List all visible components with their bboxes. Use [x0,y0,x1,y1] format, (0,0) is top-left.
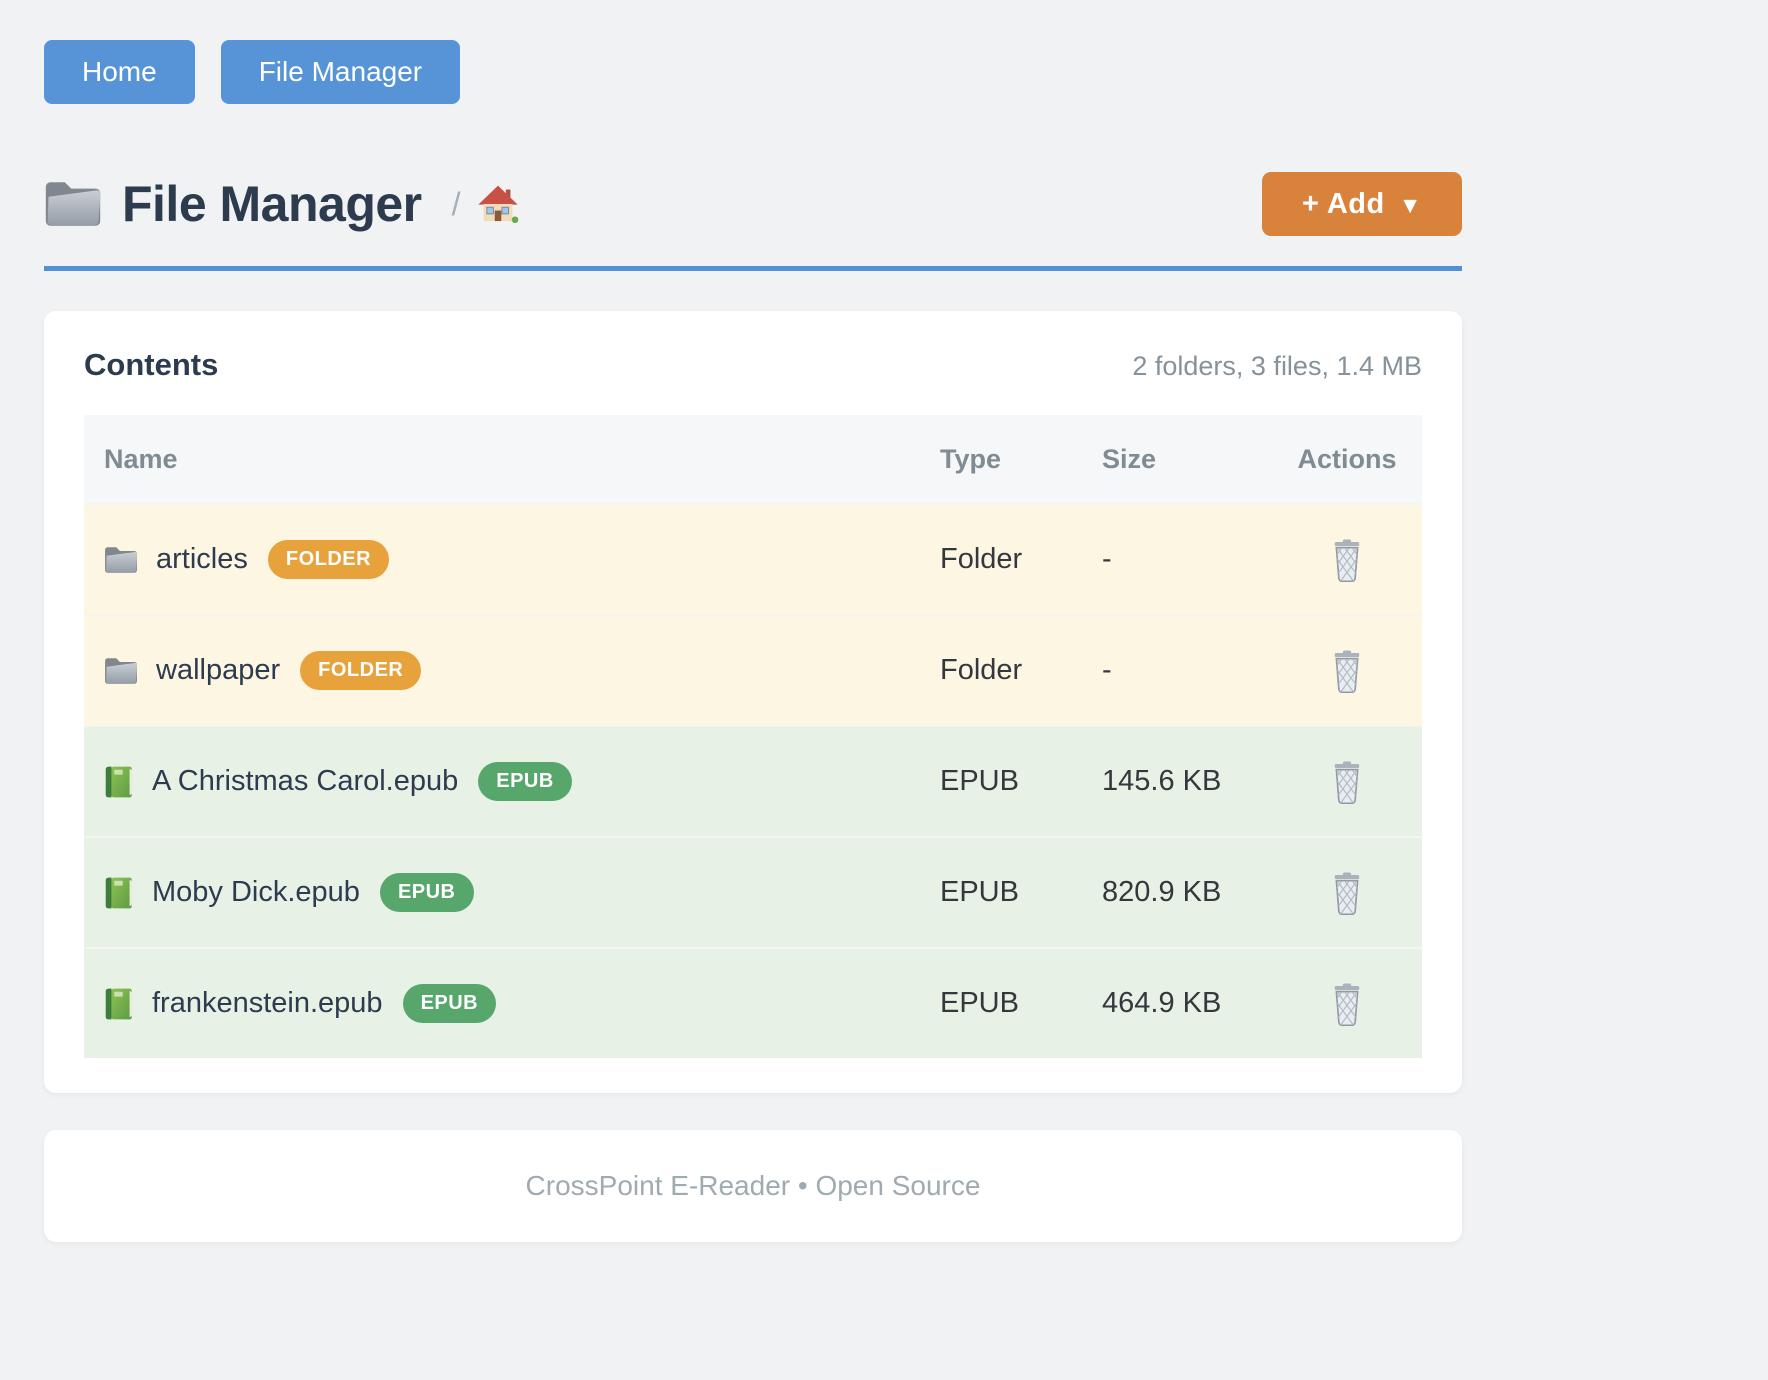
trash-icon [1334,539,1360,582]
file-badge: EPUB [402,984,497,1023]
file-size: 820.9 KB [1102,876,1222,908]
nav-bar: Home File Manager [44,40,1462,104]
delete-button[interactable] [1323,867,1371,919]
file-size: 145.6 KB [1102,765,1222,797]
table-body: articles FOLDER Folder - [84,503,1422,1058]
column-header-type: Type [940,443,1002,474]
title-divider [44,266,1462,271]
table-row[interactable]: Moby Dick.epub EPUB EPUB 820.9 KB [84,836,1422,947]
column-header-actions: Actions [1297,443,1397,474]
footer: CrossPoint E-Reader • Open Source [44,1130,1462,1242]
table-row[interactable]: wallpaper FOLDER Folder - [84,614,1422,725]
add-button-label: + Add [1301,187,1385,220]
contents-card: Contents 2 folders, 3 files, 1.4 MB Name… [44,311,1462,1093]
name-cell[interactable]: Moby Dick.epub EPUB [104,873,940,912]
table-row[interactable]: frankenstein.epub EPUB EPUB 464.9 KB [84,947,1422,1058]
folder-icon [45,182,101,226]
delete-button[interactable] [1323,645,1371,697]
file-manager-button[interactable]: File Manager [220,40,461,104]
breadcrumb-separator: / [451,185,461,222]
file-badge: EPUB [379,873,474,912]
home-icon[interactable] [477,183,519,225]
folder-icon [105,546,138,573]
delete-button[interactable] [1323,534,1371,586]
contents-header: Contents 2 folders, 3 files, 1.4 MB [84,347,1422,383]
file-badge: EPUB [478,762,572,801]
file-badge: FOLDER [267,540,390,579]
name-cell[interactable]: articles FOLDER [104,540,940,579]
actions-cell [1292,645,1402,697]
footer-text: CrossPoint E-Reader • Open Source [525,1170,981,1201]
table-row[interactable]: A Christmas Carol.epub EPUB EPUB 145.6 K… [84,725,1422,836]
file-size: - [1102,654,1112,686]
file-type: EPUB [940,765,1019,797]
actions-cell [1292,978,1402,1030]
folder-icon [105,657,138,684]
file-type: Folder [940,654,1023,686]
file-name: frankenstein.epub [152,987,383,1019]
name-cell[interactable]: frankenstein.epub EPUB [104,984,940,1023]
column-header-name: Name [104,443,178,474]
add-button[interactable]: + Add ▼ [1261,172,1462,236]
file-name: A Christmas Carol.epub [152,765,459,797]
breadcrumb: / [452,183,519,225]
table-row[interactable]: articles FOLDER Folder - [84,503,1422,614]
delete-button[interactable] [1323,756,1371,808]
actions-cell [1292,756,1402,808]
contents-summary: 2 folders, 3 files, 1.4 MB [1132,351,1422,381]
file-name: articles [156,543,248,575]
file-badge: FOLDER [300,651,422,690]
title-group: File Manager / [44,175,1262,233]
trash-icon [1334,761,1360,804]
trash-icon [1334,983,1360,1026]
file-name: wallpaper [156,654,281,686]
page-header: File Manager / + Add ▼ [44,172,1462,236]
file-type: EPUB [940,876,1019,908]
book-icon [105,988,132,1019]
actions-cell [1292,534,1402,586]
home-button[interactable]: Home [44,40,195,104]
actions-cell [1292,867,1402,919]
contents-title: Contents [84,347,219,382]
file-size: - [1102,543,1112,575]
page: Home File Manager File Manager / [44,0,1462,1242]
trash-icon [1334,872,1360,915]
trash-icon [1334,650,1360,693]
file-table: Name Type Size Actions articles FOLDER F… [84,415,1422,1058]
column-header-size: Size [1102,443,1157,474]
page-title: File Manager [122,176,422,232]
delete-button[interactable] [1323,978,1371,1030]
file-name: Moby Dick.epub [152,876,360,908]
name-cell[interactable]: A Christmas Carol.epub EPUB [104,762,940,801]
name-cell[interactable]: wallpaper FOLDER [104,651,940,690]
book-icon [105,766,132,797]
file-type: EPUB [940,987,1019,1019]
book-icon [105,877,132,908]
file-size: 464.9 KB [1102,987,1222,1019]
table-header-row: Name Type Size Actions [84,415,1422,503]
chevron-down-icon: ▼ [1398,191,1422,218]
file-type: Folder [940,543,1023,575]
